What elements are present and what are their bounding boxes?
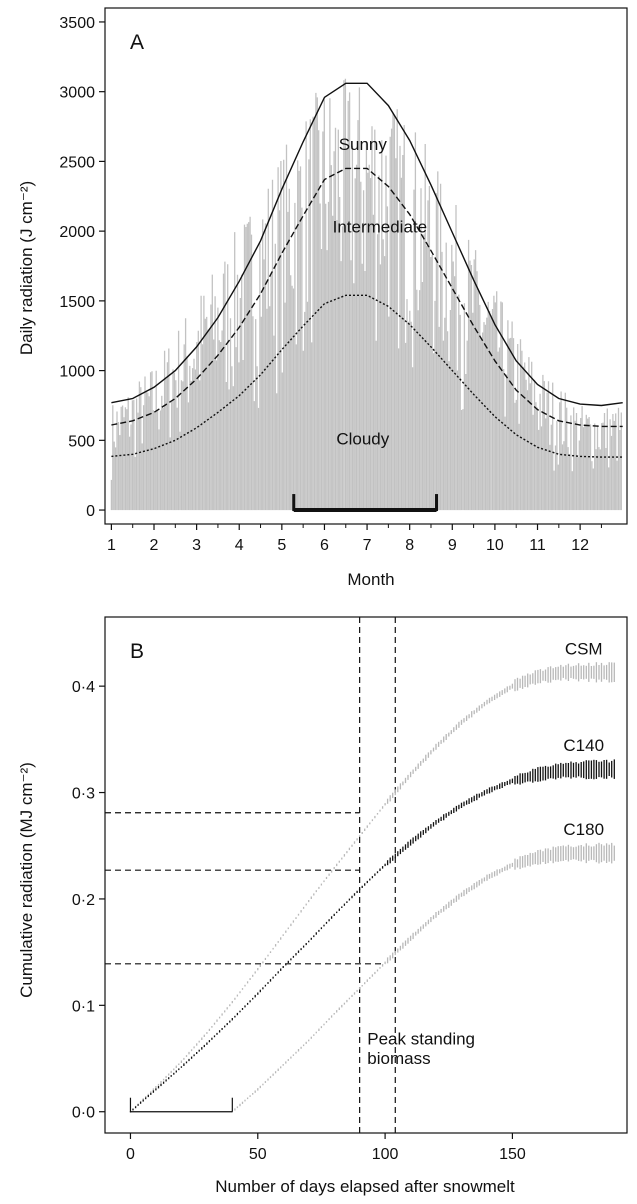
series-label-cloudy: Cloudy [336,430,389,449]
x-tick-label: 7 [363,537,372,554]
series-line-sunny [111,82,623,407]
panel-a-x-axis-label: Month [347,570,394,589]
panel-b-label: B [130,640,144,663]
y-tick-label: 500 [68,433,95,450]
x-tick-label: 100 [372,1146,399,1163]
x-tick-label: 1 [107,537,116,554]
series-label-c180: C180 [563,820,604,839]
x-tick-label: 2 [150,537,159,554]
x-tick-label: 5 [277,537,286,554]
y-tick-label: 3500 [59,15,95,32]
y-tick-label: 0·4 [72,679,95,696]
y-tick-label: 3000 [59,85,95,102]
series-label-intermediate: Intermediate [333,218,428,237]
x-tick-label: 50 [249,1146,267,1163]
panel-b-guide-lines [105,617,396,1133]
panel-b: 0·0 0·1 0·2 0·3 0·4 0 50 100 150 CSM C140 C180 B P… [17,616,628,1196]
panel-b-series [129,662,615,1113]
series-label-csm: CSM [565,639,603,658]
panel-b-snowmelt-bracket [129,1097,233,1113]
series-c140 [129,759,615,1113]
x-tick-label: 0 [126,1146,135,1163]
series-label-sunny: Sunny [339,135,388,154]
y-tick-label: 0·3 [72,786,95,803]
y-tick-label: 0·2 [72,892,95,909]
panel-a-daily-bars [110,78,622,511]
y-tick-label: 0 [86,503,95,520]
peak-standing-biomass-annotation-line1: Peak standing [367,1030,475,1049]
x-tick-label: 150 [499,1146,526,1163]
series-csm [129,662,615,1113]
panel-a-label: A [130,31,144,54]
y-tick-label: 1500 [59,294,95,311]
x-tick-label: 9 [448,537,457,554]
y-tick-label: 1000 [59,364,95,381]
panel-a-series-lines [111,82,623,458]
x-tick-label: 3 [192,537,201,554]
panel-b-y-axis-label: Cumulative radiation (MJ cm⁻²) [17,762,36,998]
x-tick-label: 11 [529,537,546,554]
panel-b-series-labels: CSM C140 C180 [563,639,604,839]
panel-a-series-labels: Sunny Intermediate Cloudy [333,135,428,448]
panel-b-ticks: 0·0 0·1 0·2 0·3 0·4 0 50 100 150 [72,679,526,1163]
y-tick-label: 0·1 [72,998,95,1015]
y-tick-label: 2500 [59,154,95,171]
x-tick-label: 6 [320,537,329,554]
panel-a-y-axis-label: Daily radiation (J cm⁻²) [17,181,36,355]
series-line-intermediate [111,167,623,428]
x-tick-label: 12 [571,537,589,554]
series-c180 [231,842,615,1113]
series-label-c140: C140 [563,736,604,755]
y-tick-label: 0·0 [72,1105,95,1122]
x-tick-label: 4 [235,537,244,554]
series-line-cloudy [111,294,623,458]
x-tick-label: 10 [486,537,504,554]
peak-standing-biomass-annotation-line2: biomass [367,1049,430,1068]
panel-b-frame [104,616,628,1134]
x-tick-label: 8 [405,537,414,554]
y-tick-label: 2000 [59,224,95,241]
panel-a-frame [104,7,628,525]
panel-a-season-bracket [292,494,439,513]
panel-b-x-axis-label: Number of days elapsed after snowmelt [215,1177,515,1196]
